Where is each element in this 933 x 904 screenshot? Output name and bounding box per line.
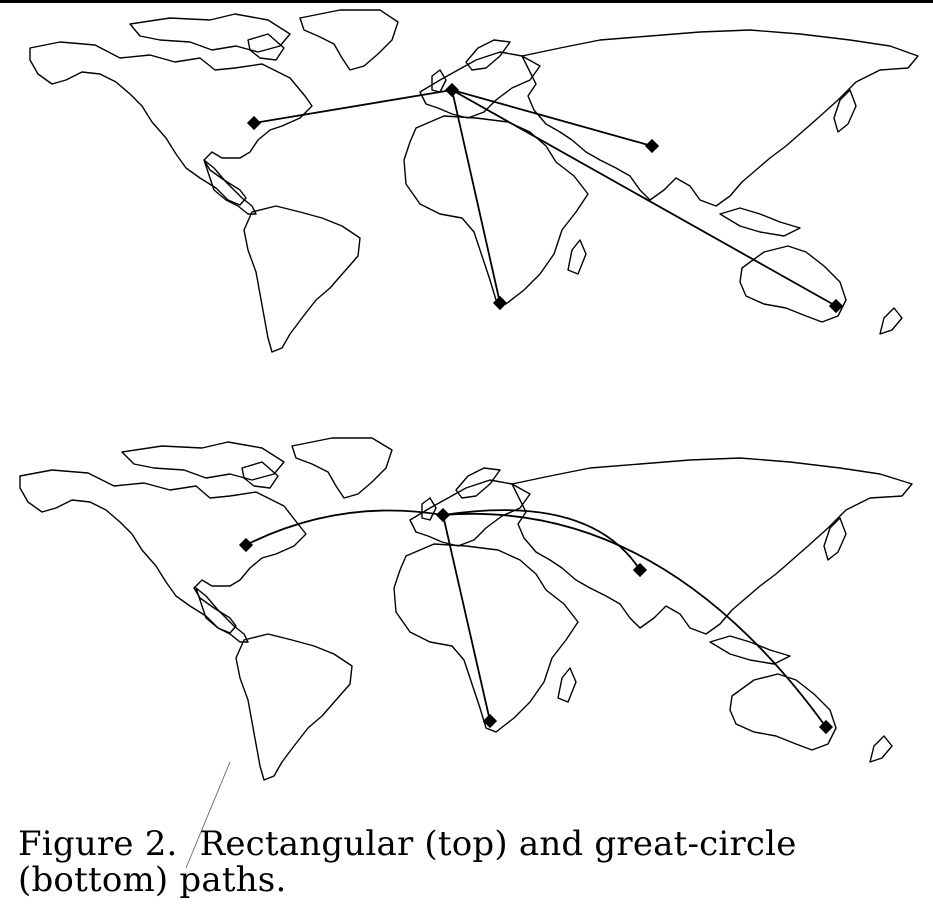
figure-label: Figure 2. (18, 824, 178, 864)
routes-rectangular (253, 89, 837, 307)
route-london-sydney (442, 513, 827, 728)
coast-south-america (243, 205, 361, 353)
coast-australia (729, 673, 837, 751)
route-london-newyork (253, 89, 453, 124)
route-london-sydney (451, 89, 837, 307)
coast-southeast-asia-islands (709, 635, 791, 665)
city-marker-capetown (482, 713, 498, 729)
route-london-capetown (451, 89, 501, 304)
coast-new-zealand (879, 307, 903, 335)
coast-greenland (299, 9, 399, 71)
coast-europe (419, 51, 541, 119)
coast-baffin (247, 33, 285, 61)
coast-madagascar (567, 239, 587, 275)
coast-australia (739, 245, 847, 323)
coast-north-america (19, 469, 307, 634)
world-map-rectangular (29, 9, 919, 353)
city-marker-delhi (644, 138, 660, 154)
coast-central-america (195, 587, 249, 643)
coast-north-america (29, 41, 313, 206)
city-markers (246, 82, 844, 314)
scan-scratch-mark (185, 761, 231, 869)
coast-japan (823, 517, 847, 561)
coast-africa (403, 115, 589, 305)
route-london-delhi (442, 509, 641, 571)
city-marker-sydney (828, 298, 844, 314)
figure-caption-text: Rectangular (top) and great-circle (bott… (18, 824, 797, 900)
coastlines (29, 9, 919, 353)
coast-southeast-asia-islands (719, 207, 801, 237)
coast-central-america (203, 159, 257, 215)
route-london-delhi (451, 89, 653, 147)
coast-japan (833, 89, 857, 133)
city-markers (238, 507, 834, 735)
routes-great-circle (245, 509, 827, 728)
top-rule (0, 0, 933, 3)
coast-europe (409, 479, 531, 547)
coast-asia (511, 457, 913, 635)
world-map-great-circle (19, 437, 913, 781)
city-marker-sydney (818, 719, 834, 735)
city-marker-capetown (492, 295, 508, 311)
coastlines (19, 437, 913, 781)
coast-greenland (291, 437, 393, 499)
city-marker-newyork (238, 537, 254, 553)
city-marker-london (444, 82, 460, 98)
route-london-capetown (442, 514, 491, 722)
figure-caption: Figure 2. Rectangular (top) and great-cir… (18, 826, 918, 898)
city-marker-delhi (632, 562, 648, 578)
coast-baffin (241, 461, 279, 489)
coast-new-zealand (869, 735, 893, 763)
coast-madagascar (557, 667, 577, 703)
coast-britain (431, 69, 447, 93)
coast-asia (521, 29, 919, 207)
coast-scandinavia (465, 39, 511, 71)
route-london-newyork (245, 509, 444, 546)
coast-south-america (235, 633, 353, 781)
coast-arctic-islands (121, 441, 285, 481)
coast-scandinavia (455, 467, 501, 499)
city-marker-newyork (246, 115, 262, 131)
coast-africa (393, 543, 579, 733)
city-marker-london (435, 507, 451, 523)
coast-arctic-islands (129, 13, 291, 53)
